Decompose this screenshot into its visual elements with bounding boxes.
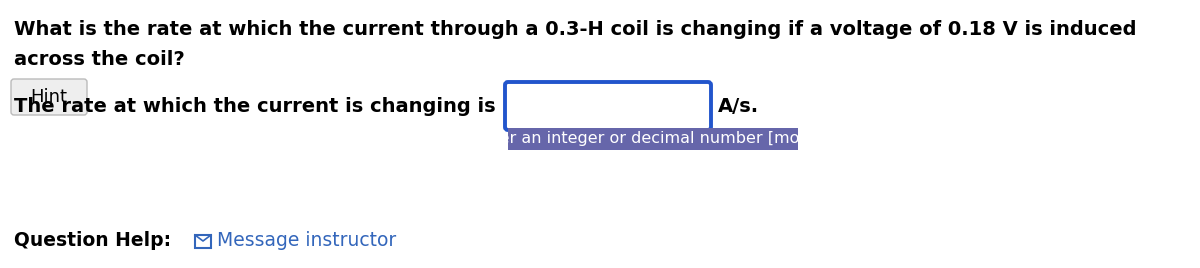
Text: What is the rate at which the current through a 0.3-H coil is changing if a volt: What is the rate at which the current th…: [14, 20, 1136, 39]
Text: Question Help:: Question Help:: [14, 230, 172, 250]
Text: Enter an integer or decimal number [more..]: Enter an integer or decimal number [more…: [474, 132, 833, 147]
Text: The rate at which the current is changing is: The rate at which the current is changin…: [14, 96, 496, 116]
Text: Hint: Hint: [30, 88, 67, 106]
FancyBboxPatch shape: [194, 235, 211, 248]
Text: Message instructor: Message instructor: [217, 230, 396, 250]
FancyBboxPatch shape: [508, 128, 798, 150]
FancyBboxPatch shape: [11, 79, 88, 115]
Text: A/s.: A/s.: [718, 96, 760, 116]
Text: across the coil?: across the coil?: [14, 50, 185, 69]
FancyBboxPatch shape: [505, 82, 710, 130]
